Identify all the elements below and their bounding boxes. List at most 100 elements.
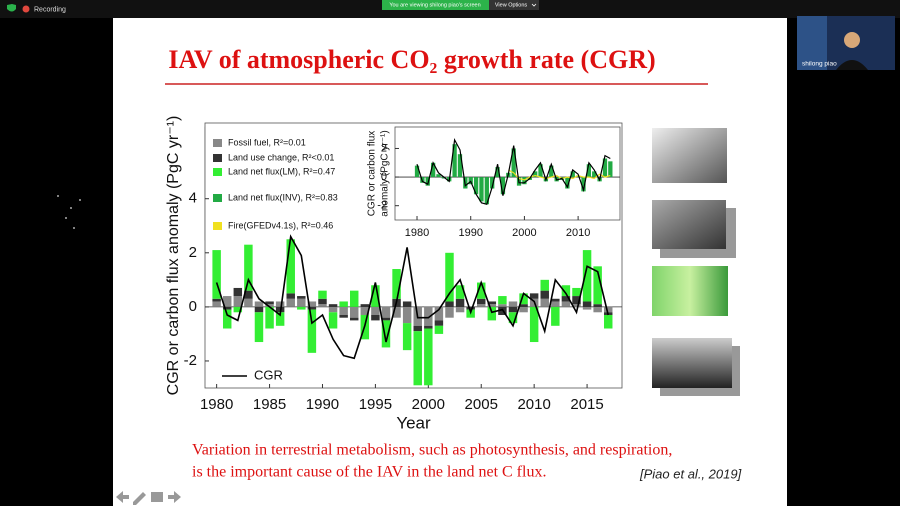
bar — [455, 306, 465, 313]
x-tick-label: 1995 — [359, 396, 392, 413]
bar — [551, 306, 560, 326]
bar — [498, 304, 507, 307]
dots — [57, 195, 81, 229]
bar — [275, 301, 285, 307]
bar — [244, 290, 253, 299]
y-tick-label: -2 — [184, 352, 197, 369]
bar — [349, 317, 359, 321]
bar — [487, 304, 497, 307]
bar — [424, 328, 433, 386]
bar — [495, 167, 500, 178]
legend-swatch — [213, 154, 222, 162]
bar — [529, 306, 539, 343]
bar — [572, 304, 581, 307]
bar — [519, 306, 528, 313]
bar — [551, 301, 560, 307]
y-tick-label: 4 — [189, 190, 197, 207]
bamboo-photo — [652, 266, 728, 316]
bar — [328, 306, 338, 313]
bar — [265, 306, 274, 329]
bar — [561, 301, 571, 307]
bar — [549, 165, 554, 178]
caption-line: Variation in terrestrial metabolism, suc… — [192, 442, 672, 459]
chevron — [531, 3, 537, 7]
bar — [424, 325, 433, 329]
bar — [349, 306, 359, 318]
bar — [445, 252, 454, 302]
bar — [540, 279, 549, 291]
bar — [307, 306, 317, 310]
bar — [477, 304, 486, 307]
bar — [339, 306, 348, 315]
bar — [254, 312, 264, 343]
bar — [519, 293, 528, 305]
bar — [487, 306, 497, 321]
bar — [371, 285, 380, 307]
y-tick-label: 0 — [189, 298, 197, 315]
x-tick-label: 2000 — [512, 227, 536, 239]
line — [416, 137, 611, 206]
bar — [381, 320, 391, 348]
bar — [445, 306, 454, 318]
bar — [572, 287, 581, 297]
legend-label: Land use change, R²<0.01 — [228, 152, 334, 162]
legend-label: Land net flux(LM), R²=0.47 — [228, 166, 335, 176]
x-tick-label: 2015 — [570, 396, 603, 413]
bar — [487, 301, 497, 305]
bar — [349, 290, 359, 307]
face — [844, 32, 860, 48]
y-tick-label: 2 — [189, 244, 197, 261]
bar — [371, 306, 380, 315]
bar — [519, 304, 528, 307]
bar — [500, 177, 506, 195]
bar — [244, 244, 253, 291]
sea-photo — [652, 338, 732, 388]
bar — [434, 325, 444, 334]
bar — [455, 298, 465, 307]
bar — [328, 304, 338, 307]
bar — [484, 177, 489, 205]
bar — [222, 306, 232, 310]
x-tick-label: 1980 — [405, 227, 429, 239]
bar — [508, 301, 518, 307]
bar — [582, 301, 592, 307]
bar — [457, 154, 463, 178]
shield-icon — [7, 4, 16, 12]
bar — [413, 325, 422, 332]
bar — [561, 285, 571, 297]
bar — [339, 301, 348, 307]
bar — [402, 323, 412, 351]
toolbar[interactable] — [116, 491, 181, 505]
bar — [286, 298, 295, 307]
bar — [425, 177, 430, 186]
bar — [498, 296, 507, 305]
body — [836, 60, 868, 70]
y-tick-label: 2 — [381, 142, 387, 154]
bar — [430, 162, 436, 178]
bar — [608, 161, 613, 178]
bar — [381, 317, 391, 321]
bar — [572, 296, 581, 305]
bar — [602, 158, 608, 178]
bar — [538, 164, 543, 178]
bar — [604, 314, 613, 329]
bar — [479, 177, 484, 202]
bar — [254, 301, 264, 307]
y-axis-label: CGR or carbon flux anomaly (PgC yr⁻¹) — [165, 116, 182, 396]
bar — [212, 250, 221, 299]
bar — [581, 177, 586, 192]
bar — [593, 306, 602, 313]
curtain — [797, 16, 827, 70]
bar — [455, 285, 465, 299]
line — [508, 169, 611, 181]
view-options-text[interactable]: View Options — [495, 2, 528, 8]
citation: [Piao et al., 2019] — [639, 466, 742, 481]
bar — [318, 298, 327, 305]
view-options[interactable] — [489, 0, 539, 10]
bar — [297, 296, 306, 299]
bar — [297, 306, 306, 310]
bar — [477, 298, 486, 305]
bar — [533, 171, 538, 178]
